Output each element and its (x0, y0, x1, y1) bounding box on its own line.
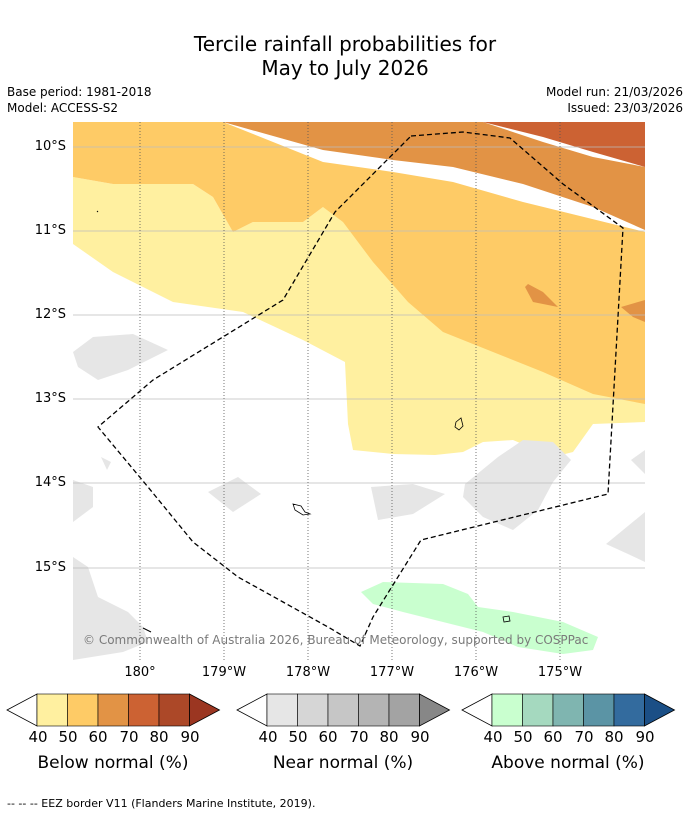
near-tick-80: 80 (379, 728, 399, 746)
near-under-triangle (236, 693, 268, 727)
colorbar-below-normal (6, 693, 221, 727)
near-normal-patch-4 (208, 477, 261, 512)
near-tick-60: 60 (318, 728, 338, 746)
near-normal-patch-2 (101, 457, 111, 470)
colorbar-near-swatches (236, 693, 451, 727)
above-swatch-5 (613, 693, 645, 727)
near-normal-patch-1 (73, 334, 168, 380)
near-tick-70: 70 (349, 728, 369, 746)
colorbar-above-normal (461, 693, 676, 727)
below-swatch-1 (36, 693, 68, 727)
below-normal-70-region (483, 122, 645, 167)
forecast-map: © Commonwealth of Australia 2026, Bureau… (73, 122, 645, 660)
lat-label-14s: 14°S (34, 475, 66, 490)
above-normal-40-region (361, 582, 598, 654)
below-normal-label: Below normal (%) (37, 753, 189, 773)
below-under-triangle (6, 693, 38, 727)
lon-label-180: 180° (124, 665, 156, 680)
below-normal-60-region (223, 122, 645, 230)
island-3 (502, 615, 511, 623)
near-normal-patch-8 (606, 512, 645, 562)
below-tick-90: 90 (180, 728, 200, 746)
near-normal-patch-3 (73, 480, 93, 522)
above-swatch-4 (583, 693, 615, 727)
below-swatch-5 (158, 693, 190, 727)
above-normal-label: Above normal (%) (491, 753, 645, 773)
issued-date: Issued: 23/03/2026 (567, 101, 683, 115)
island-5 (96, 210, 99, 213)
above-tick-40: 40 (483, 728, 503, 746)
colorbar-near-normal (236, 693, 451, 727)
above-over-triangle (644, 693, 676, 727)
near-normal-label: Near normal (%) (272, 753, 414, 773)
above-swatch-2 (522, 693, 554, 727)
eez-border (97, 131, 624, 647)
island-1 (454, 417, 464, 431)
below-normal-60-patch (525, 284, 558, 307)
below-normal-40-region (73, 177, 645, 457)
colorbar-below-swatches (6, 693, 221, 727)
lat-label-11s: 11°S (34, 223, 66, 238)
near-swatch-3 (327, 693, 359, 727)
model-name: Model: ACCESS-S2 (7, 101, 119, 115)
island-2 (292, 503, 312, 516)
lat-label-12s: 12°S (34, 307, 66, 322)
near-normal-patch-9 (73, 557, 148, 660)
title-line-1: Tercile rainfall probabilities for (193, 32, 497, 56)
below-tick-70: 70 (119, 728, 139, 746)
near-over-triangle (419, 693, 451, 727)
above-tick-60: 60 (543, 728, 563, 746)
near-swatch-5 (388, 693, 420, 727)
eez-footnote: -- -- -- EEZ border V11 (Flanders Marine… (7, 797, 316, 810)
latitude-gridlines (73, 146, 645, 569)
lat-label-15s: 15°S (34, 560, 66, 575)
near-normal-patch-7 (631, 450, 645, 474)
model-run: Model run: 21/03/2026 (545, 85, 683, 99)
lat-label-10s: 10°S (34, 139, 66, 154)
lat-label-13s: 13°S (34, 391, 66, 406)
below-normal-60-edge (621, 300, 645, 322)
above-swatch-1 (491, 693, 523, 727)
below-tick-40: 40 (28, 728, 48, 746)
below-tick-80: 80 (149, 728, 169, 746)
near-normal-patch-5 (371, 484, 445, 520)
above-swatch-3 (552, 693, 584, 727)
map-svg (73, 122, 645, 660)
below-tick-60: 60 (88, 728, 108, 746)
island-4 (142, 627, 152, 633)
below-normal-50-region (73, 122, 645, 404)
copyright-text: © Commonwealth of Australia 2026, Bureau… (83, 633, 589, 647)
near-swatch-1 (266, 693, 298, 727)
base-period: Base period: 1981-2018 (7, 85, 152, 99)
below-swatch-2 (67, 693, 99, 727)
above-tick-50: 50 (513, 728, 533, 746)
near-normal-patch-6 (463, 440, 571, 530)
near-tick-90: 90 (410, 728, 430, 746)
near-tick-50: 50 (288, 728, 308, 746)
lon-label-176w: 176°W (453, 665, 499, 680)
below-swatch-4 (128, 693, 160, 727)
above-tick-90: 90 (635, 728, 655, 746)
colorbar-above-swatches (461, 693, 676, 727)
below-over-triangle (189, 693, 221, 727)
above-tick-80: 80 (604, 728, 624, 746)
lon-label-177w: 177°W (369, 665, 415, 680)
near-swatch-4 (358, 693, 390, 727)
title-line-2: May to July 2026 (261, 56, 429, 80)
above-tick-70: 70 (574, 728, 594, 746)
below-tick-50: 50 (58, 728, 78, 746)
lon-label-175w: 175°W (537, 665, 583, 680)
near-swatch-2 (297, 693, 329, 727)
above-under-triangle (461, 693, 493, 727)
below-swatch-3 (97, 693, 129, 727)
map-frame (72, 121, 646, 661)
lon-label-178w: 178°W (285, 665, 331, 680)
near-tick-40: 40 (258, 728, 278, 746)
lon-label-179w: 179°W (201, 665, 247, 680)
